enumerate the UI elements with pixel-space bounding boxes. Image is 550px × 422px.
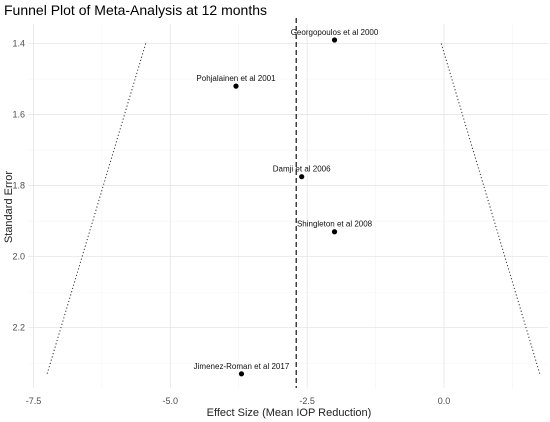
y-axis-title: Standard Error [3,171,15,243]
x-axis-ticks: -7.5 -5.0 -2.5 0.0 [26,396,451,406]
funnel-right-line [440,43,541,374]
data-point [238,371,245,377]
data-point-label: Georgopoulos et al 2000 [291,28,379,37]
data-points: Georgopoulos et al 2000 Pohjalainen et al… [194,28,379,377]
y-tick-label: 1.4 [12,39,25,49]
y-tick-label: 2.0 [12,252,25,262]
data-point-label: Pohjalainen et al 2001 [196,74,276,83]
y-tick-label: 2.2 [12,323,25,333]
x-tick-label: 0.0 [438,396,451,406]
x-tick-label: -2.5 [299,396,315,406]
data-point [233,83,239,89]
x-axis-title: Effect Size (Mean IOP Reduction) [207,407,372,419]
data-point [331,37,338,43]
data-point [299,174,305,180]
data-point-label: Jimenez-Roman et al 2017 [194,362,290,371]
x-tick-label: -5.0 [163,396,179,406]
funnel-left-line [46,43,147,374]
grid [28,24,548,388]
y-tick-label: 1.6 [12,110,25,120]
funnel-lines [46,43,541,374]
y-tick-label: 1.8 [12,181,25,191]
x-tick-label: -7.5 [26,396,42,406]
chart-title: Funnel Plot of Meta-Analysis at 12 month… [4,2,267,18]
data-point-label: Damji et al 2006 [273,165,331,174]
y-axis-ticks: 1.4 1.6 1.8 2.0 2.2 [12,39,25,333]
data-point [331,229,338,235]
data-point-label: Shingleton et al 2008 [297,220,373,229]
